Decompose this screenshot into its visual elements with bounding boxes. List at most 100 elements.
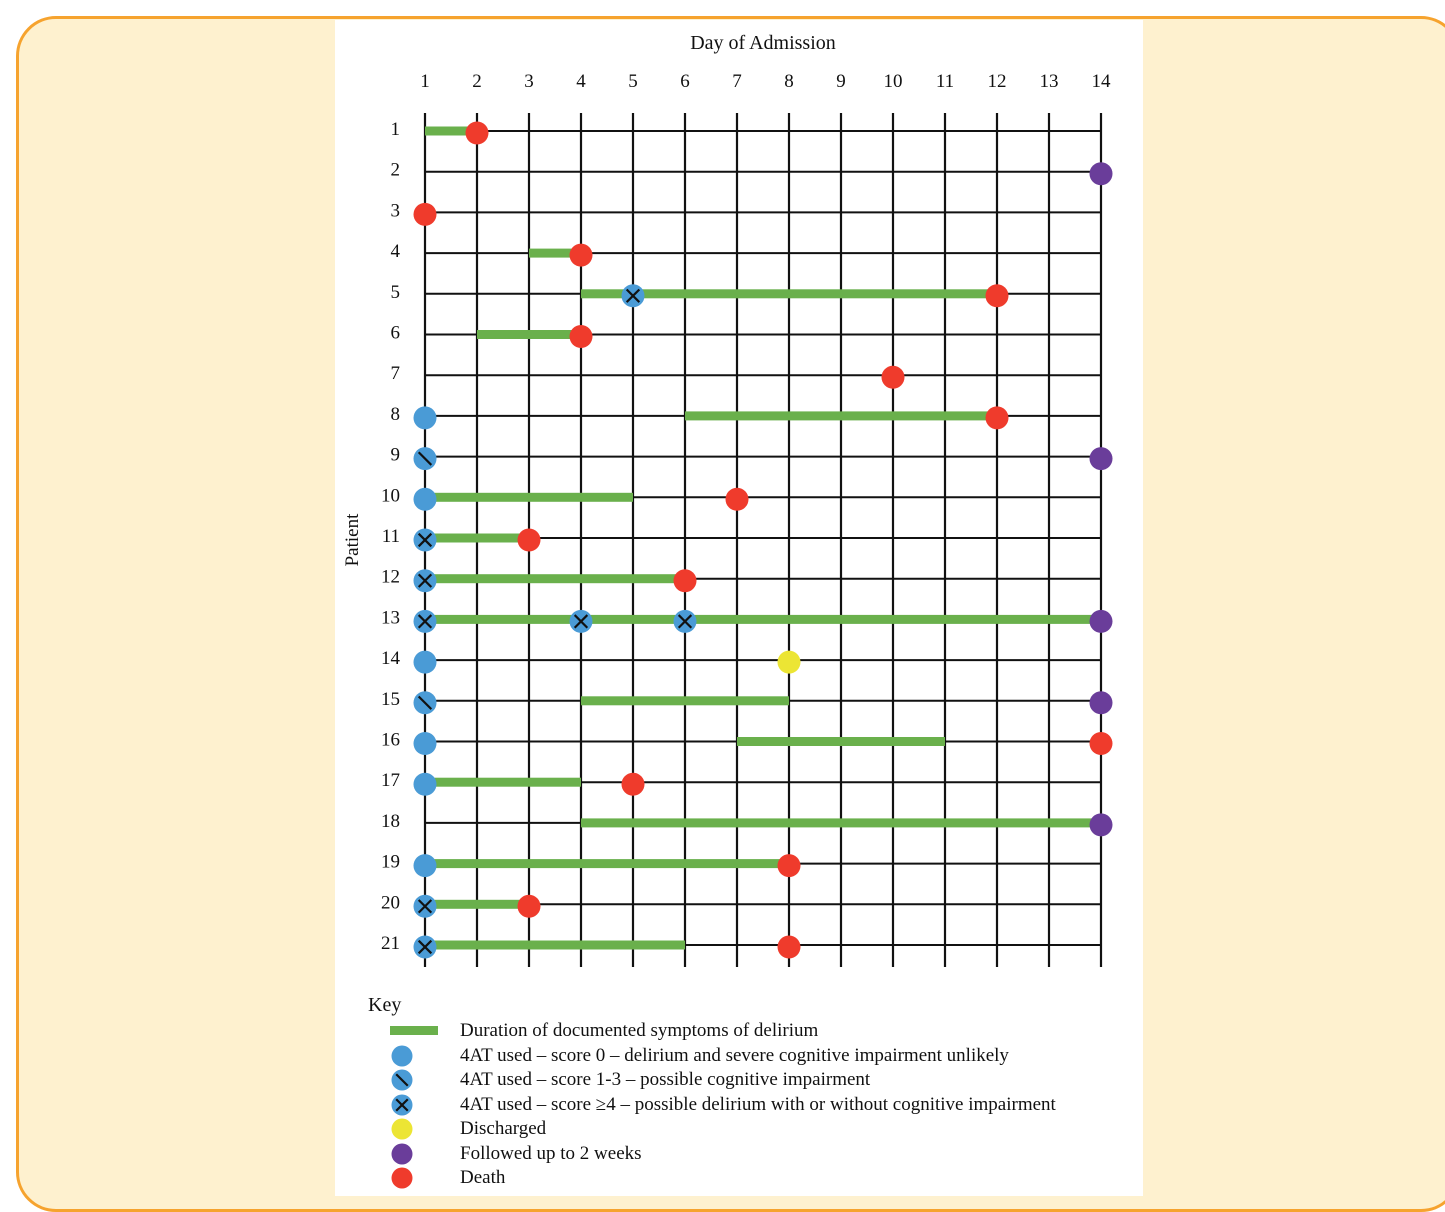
marker-death-patient-21-day-8 [777,935,801,959]
delirium-bar-patient-6 [477,330,581,339]
marker-score0-patient-17-day-1 [413,772,437,796]
x-tick-label: 13 [1040,71,1059,92]
figure-panel [335,20,1143,1196]
delirium-bar-patient-1 [425,126,477,136]
legend-label: Duration of documented symptoms of delir… [460,1020,819,1042]
marker-followed-patient-18-day-14 [1089,813,1113,837]
legend-item-score0: 4AT used – score 0 – delirium and severe… [388,1044,1056,1069]
delirium-bar-patient-15 [581,696,789,706]
legend-marker-death [391,1167,413,1189]
legend-marker-score4 [391,1094,413,1116]
marker-death-patient-20-day-3 [517,894,541,918]
y-tick-label: 11 [382,526,400,547]
marker-death-patient-19-day-8 [777,854,801,878]
x-tick-label: 12 [988,71,1007,92]
x-tick-label: 2 [472,71,482,92]
marker-score4-patient-13-day-4 [569,609,593,633]
marker-death-patient-8-day-12 [985,406,1009,430]
delirium-bar-patient-21 [425,940,685,950]
y-tick-label: 9 [391,445,401,466]
x-tick-label: 3 [524,71,534,92]
delirium-bar-patient-16 [737,737,945,746]
x-tick-label: 8 [784,71,794,92]
legend-item-bar: Duration of documented symptoms of delir… [388,1019,1056,1044]
y-tick-label: 5 [391,282,401,303]
legend-item-death: Death [388,1166,1056,1191]
y-tick-label: 18 [381,811,400,832]
delirium-bar-patient-8 [685,411,997,421]
legend-item-followed: Followed up to 2 weeks [388,1142,1056,1167]
marker-score4-patient-21-day-1 [413,935,437,959]
delirium-bar-patient-19 [425,859,789,869]
marker-followed-patient-9-day-14 [1089,447,1113,471]
legend-swatch-score4 [388,1094,440,1116]
marker-score0-patient-10-day-1 [413,487,437,511]
marker-discharged-patient-14-day-8 [777,650,801,674]
marker-death-patient-12-day-6 [673,569,697,593]
y-axis-label: Patient [342,513,363,566]
y-tick-label: 13 [381,607,400,628]
marker-death-patient-1-day-2 [465,121,489,145]
x-tick-label: 10 [884,71,903,92]
legend-marker-followed [391,1143,413,1165]
delirium-bar-patient-12 [425,574,685,584]
legend-swatch-score0 [388,1045,440,1067]
marker-followed-patient-13-day-14 [1089,609,1113,633]
marker-score4-patient-13-day-6 [673,609,697,633]
y-tick-label: 21 [381,933,400,954]
marker-score0-patient-14-day-1 [413,650,437,674]
y-tick-label: 15 [381,689,400,710]
x-tick-label: 1 [420,71,430,92]
x-tick-label: 9 [836,71,846,92]
y-tick-label: 7 [391,363,401,384]
delirium-bar-patient-5 [581,289,997,299]
marker-score13-patient-15-day-1 [413,691,437,715]
legend-swatch-followed [388,1143,440,1165]
legend-label: Discharged [460,1118,547,1140]
marker-death-patient-11-day-3 [517,528,541,552]
marker-followed-patient-2-day-14 [1089,162,1113,186]
y-tick-label: 4 [391,241,401,262]
marker-score13-patient-9-day-1 [413,447,437,471]
y-tick-label: 10 [381,485,400,506]
marker-death-patient-3-day-1 [413,202,437,226]
y-tick-label: 3 [391,200,401,221]
x-tick-label: 14 [1092,71,1112,92]
marker-score4-patient-12-day-1 [413,569,437,593]
x-tick-label: 6 [680,71,690,92]
delirium-bar-patient-13 [425,614,1101,624]
legend-item-discharged: Discharged [388,1117,1056,1142]
y-tick-label: 19 [381,852,400,873]
marker-death-patient-6-day-4 [569,325,593,348]
y-tick-label: 14 [381,648,401,669]
marker-score4-patient-5-day-5 [621,284,645,308]
marker-death-patient-7-day-10 [881,365,905,389]
x-tick-label: 5 [628,71,638,92]
y-tick-label: 6 [391,323,401,344]
delirium-bars [425,126,1101,950]
legend-marker-discharged [391,1118,413,1140]
delirium-bar-patient-18 [581,818,1101,828]
legend-label: Followed up to 2 weeks [460,1142,642,1164]
x-axis-label: Day of Admission [690,32,836,54]
x-tick-label: 11 [936,71,954,92]
legend-item-score4: 4AT used – score ≥4 – possible delirium … [388,1093,1056,1118]
delirium-bar-patient-4 [529,248,581,258]
y-tick-label: 16 [381,730,400,751]
marker-followed-patient-15-day-14 [1089,691,1113,715]
marker-score0-patient-19-day-1 [413,854,437,878]
legend-swatch-bar [388,1021,440,1041]
legend-title: Key [368,994,402,1016]
marker-score4-patient-13-day-1 [413,609,437,633]
legend-marker-score0 [391,1045,413,1067]
marker-death-patient-5-day-12 [985,284,1009,308]
marker-score4-patient-20-day-1 [413,894,437,918]
marker-score0-patient-16-day-1 [413,732,437,755]
event-markers [413,121,1113,959]
delirium-bar-patient-11 [425,533,529,543]
y-tick-label: 8 [391,404,401,425]
legend-item-score13: 4AT used – score 1-3 – possible cognitiv… [388,1068,1056,1093]
delirium-bar-patient-20 [425,899,529,909]
x-tick-label: 4 [576,71,586,92]
